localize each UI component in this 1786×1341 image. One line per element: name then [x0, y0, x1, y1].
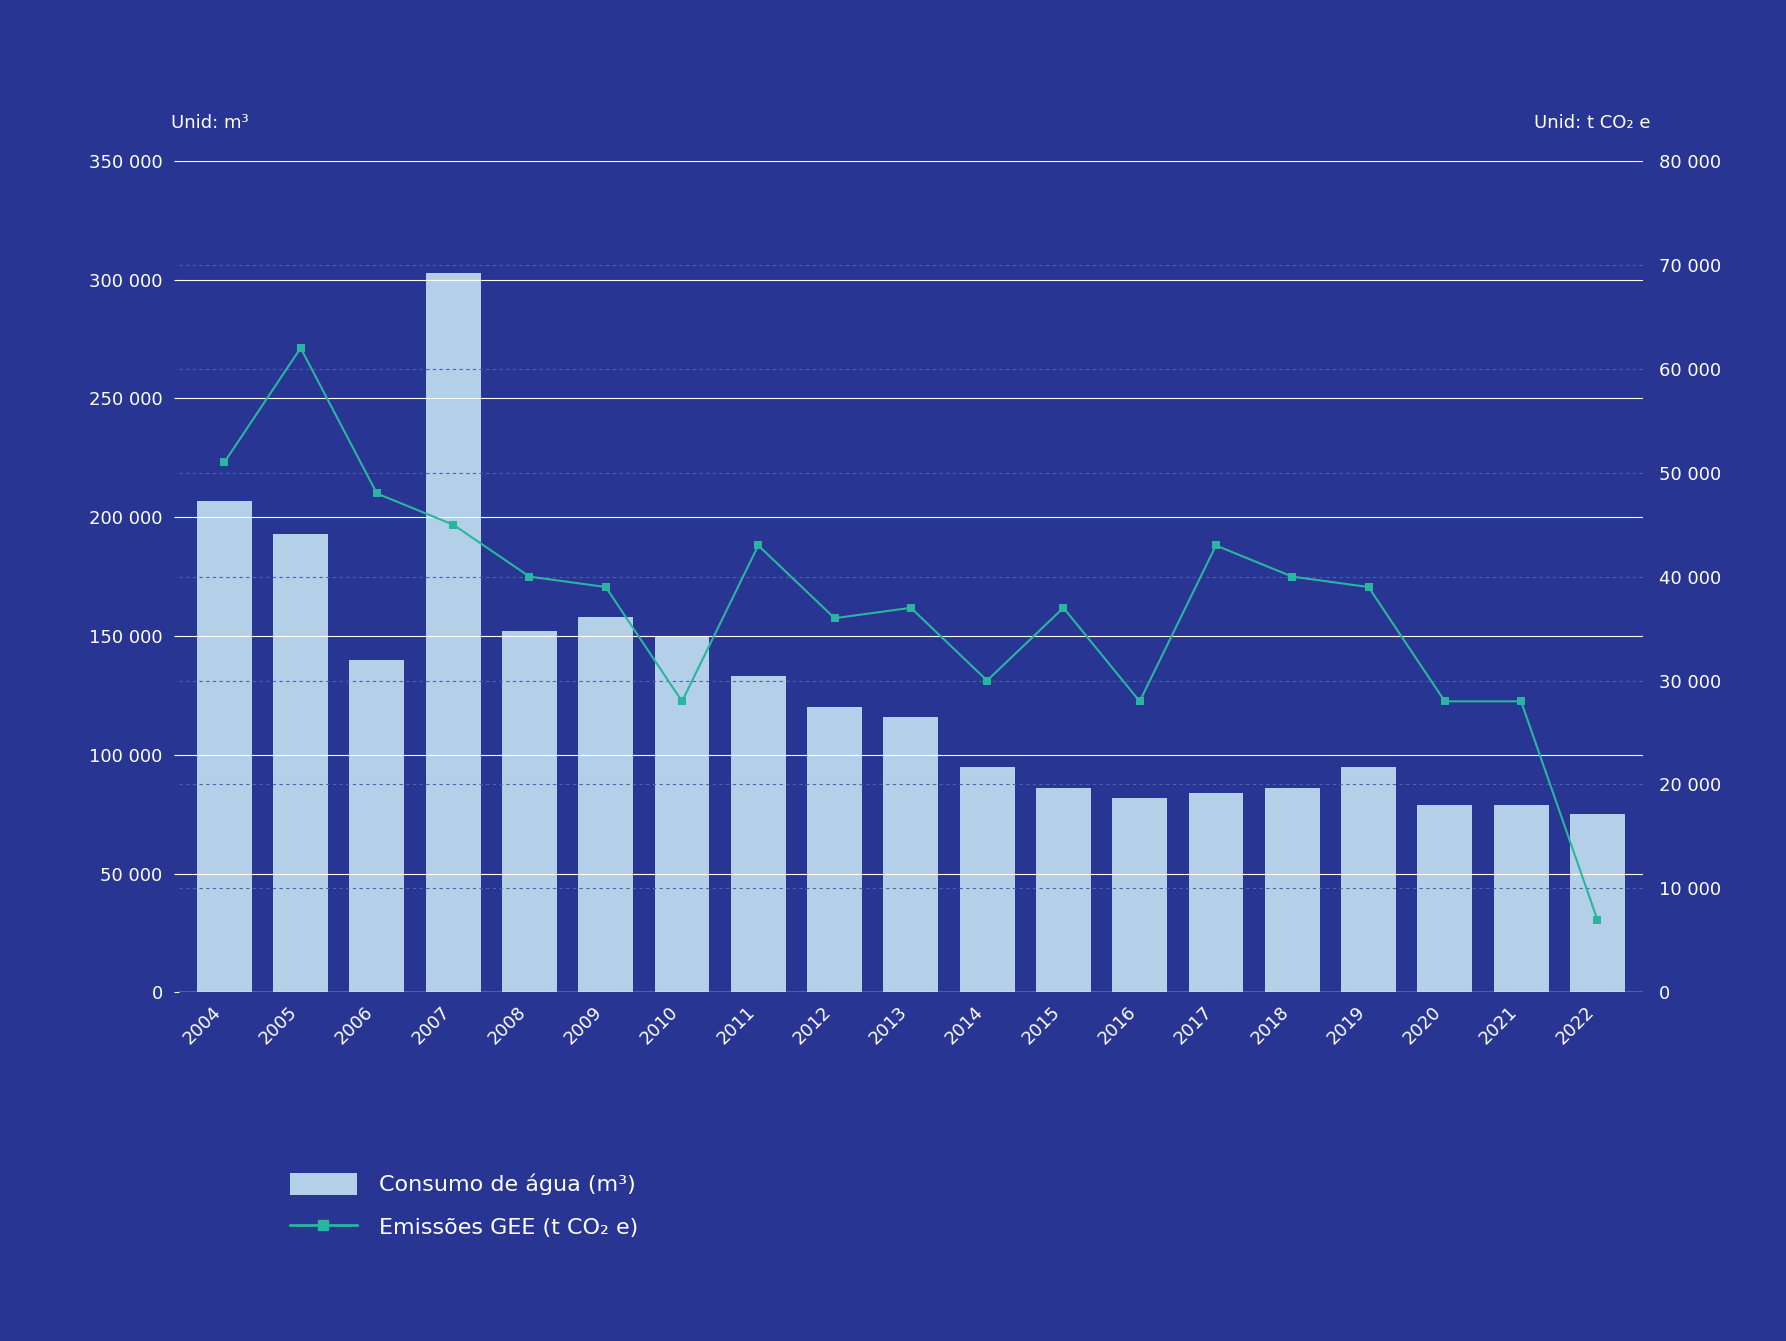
Legend: Consumo de água (m³), Emissões GEE (t CO₂ e): Consumo de água (m³), Emissões GEE (t CO…: [279, 1161, 650, 1250]
Bar: [273, 534, 329, 992]
Text: Unid: m³: Unid: m³: [171, 114, 248, 131]
Bar: [425, 272, 480, 992]
Bar: [579, 617, 634, 992]
Bar: [1036, 789, 1091, 992]
Bar: [1113, 798, 1168, 992]
Bar: [196, 500, 252, 992]
Bar: [884, 717, 938, 992]
Bar: [350, 660, 404, 992]
Bar: [502, 632, 557, 992]
Bar: [1188, 793, 1243, 992]
Bar: [1570, 814, 1625, 992]
Bar: [1341, 767, 1397, 992]
Text: Unid: t CO₂ e: Unid: t CO₂ e: [1534, 114, 1650, 131]
Bar: [1264, 789, 1320, 992]
Bar: [959, 767, 1014, 992]
Bar: [807, 707, 863, 992]
Bar: [730, 676, 786, 992]
Bar: [1418, 805, 1472, 992]
Bar: [1493, 805, 1548, 992]
Bar: [654, 636, 709, 992]
